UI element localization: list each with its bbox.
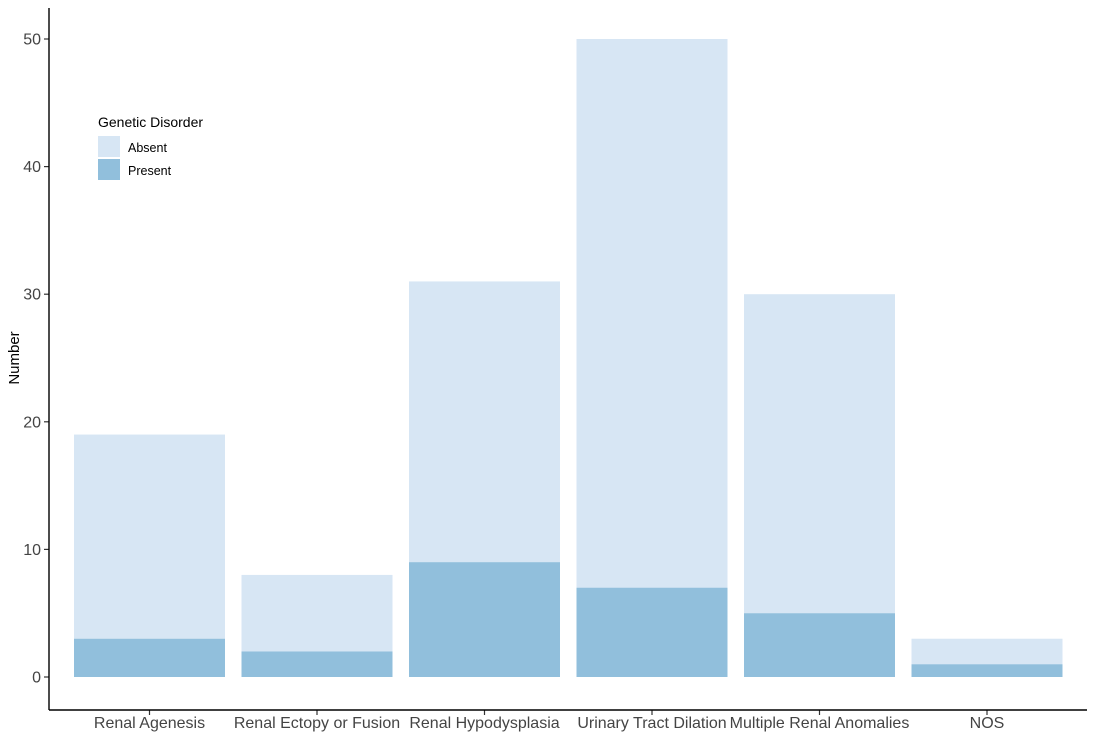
bar-present-renal-agenesis xyxy=(74,638,225,677)
bar-absent-renal-ectopy-or-fusion xyxy=(241,574,393,652)
bar-absent-urinary-tract-dilation xyxy=(576,39,728,588)
legend-label-absent: Absent xyxy=(128,141,167,155)
bar-absent-renal-agenesis xyxy=(74,434,225,639)
legend: Genetic Disorder Absent Present xyxy=(98,114,203,180)
bar-present-multiple-renal-anomalies xyxy=(744,613,895,677)
y-tick-label: 40 xyxy=(23,159,41,176)
y-tick-label: 50 xyxy=(23,32,41,49)
x-tick-label-nos: NOS xyxy=(970,715,1005,732)
bar-absent-multiple-renal-anomalies xyxy=(744,294,895,614)
bar-absent-nos xyxy=(911,638,1063,665)
bar-present-renal-ectopy-or-fusion xyxy=(241,651,393,677)
x-tick-label-multiple-renal-anomalies: Multiple Renal Anomalies xyxy=(730,715,910,732)
y-axis-title: Number xyxy=(6,331,23,384)
bar-present-urinary-tract-dilation xyxy=(576,587,728,677)
x-tick-label-renal-agenesis: Renal Agenesis xyxy=(94,715,205,732)
legend-title: Genetic Disorder xyxy=(98,114,203,130)
y-tick-label: 30 xyxy=(23,287,41,304)
bar-absent-renal-hypodysplasia xyxy=(409,281,560,563)
bar-present-nos xyxy=(911,664,1063,677)
x-tick-label-renal-ectopy-or-fusion: Renal Ectopy or Fusion xyxy=(234,715,400,732)
x-tick-label-renal-hypodysplasia: Renal Hypodysplasia xyxy=(409,715,559,732)
legend-swatch-present xyxy=(98,159,120,180)
x-tick-label-urinary-tract-dilation: Urinary Tract Dilation xyxy=(577,715,726,732)
x-axis-ticks: Renal Agenesis Renal Ectopy or Fusion Rena… xyxy=(94,710,1004,732)
legend-label-present: Present xyxy=(128,164,172,178)
y-tick-label: 20 xyxy=(23,414,41,431)
y-tick-label: 10 xyxy=(23,542,41,559)
y-axis-ticks: 0 10 20 30 40 50 xyxy=(23,32,49,687)
bar-present-renal-hypodysplasia xyxy=(409,562,560,677)
legend-swatch-absent xyxy=(98,136,120,157)
bars-group xyxy=(74,39,1063,677)
y-tick-label: 0 xyxy=(32,670,41,687)
